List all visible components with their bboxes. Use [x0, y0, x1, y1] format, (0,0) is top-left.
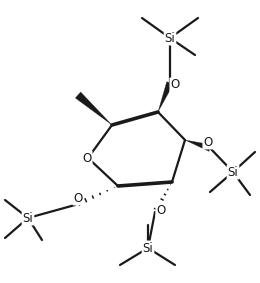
- Text: Si: Si: [165, 31, 176, 44]
- Text: O: O: [82, 151, 92, 164]
- Text: O: O: [73, 192, 83, 205]
- Text: Si: Si: [228, 166, 238, 179]
- Text: Si: Si: [143, 241, 153, 254]
- Text: Si: Si: [23, 211, 33, 224]
- Polygon shape: [75, 92, 112, 125]
- Polygon shape: [185, 140, 211, 151]
- Text: O: O: [203, 136, 213, 149]
- Text: O: O: [170, 78, 180, 91]
- Text: O: O: [156, 203, 166, 216]
- Polygon shape: [158, 82, 173, 112]
